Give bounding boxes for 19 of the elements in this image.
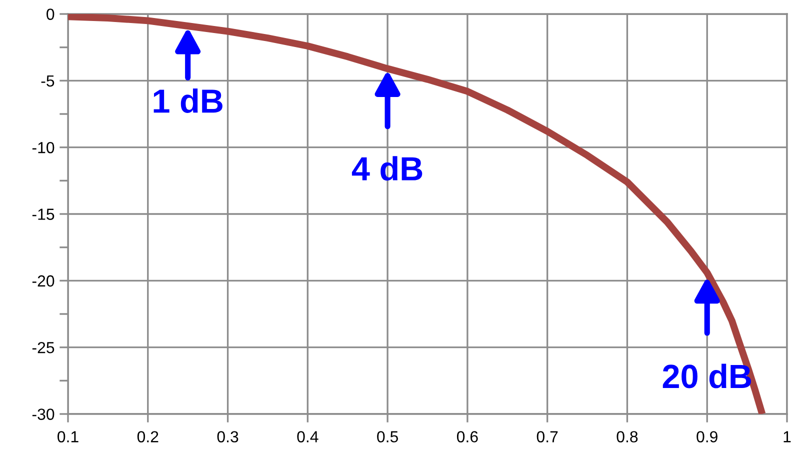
annotation: 4 dB (352, 156, 422, 181)
annotation: 1 dB (154, 88, 222, 113)
x-tick-label: 0.8 (616, 431, 638, 442)
x-tick-label: 0.3 (217, 431, 238, 442)
x-tick-label: 0.6 (456, 431, 478, 442)
x-tick-label: 0.5 (377, 431, 398, 442)
x-tick-label: 1 (784, 431, 791, 442)
x-tick-label: 0.2 (137, 431, 158, 442)
y-tick-label: -5 (41, 75, 54, 87)
x-tick-label: 0.7 (536, 431, 558, 442)
y-tick-label: 0 (46, 8, 54, 20)
y-tick-label: -25 (32, 342, 54, 354)
x-tick-label: 0.4 (297, 431, 318, 442)
y-tick-label: -15 (32, 208, 54, 220)
y-tick-label: -30 (32, 408, 54, 420)
y-tick-label: -10 (32, 142, 54, 154)
x-tick-label: 0.9 (696, 431, 718, 442)
y-tick-label: -20 (32, 275, 54, 287)
x-tick-label: 0.1 (58, 431, 78, 442)
